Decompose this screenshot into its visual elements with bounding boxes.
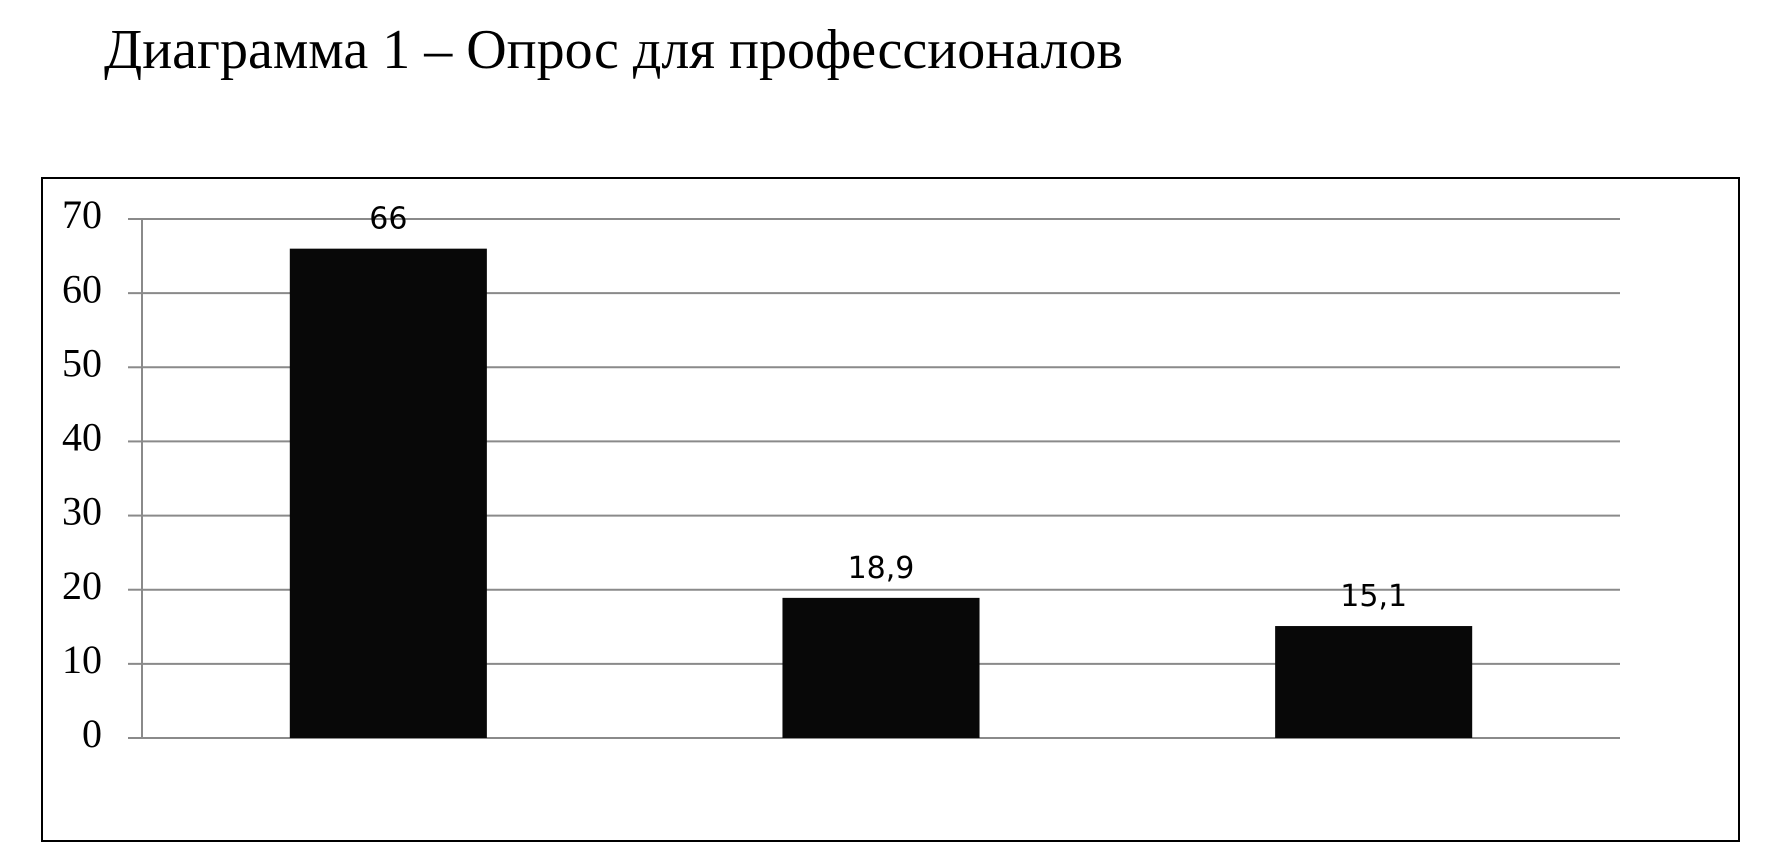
y-tick-label: 60 [62, 266, 102, 311]
y-tick-label: 0 [82, 711, 102, 756]
y-tick-label: 10 [62, 637, 102, 682]
y-tick-label: 20 [62, 563, 102, 608]
chart-title: Диаграмма 1 – Опрос для профессионалов [104, 19, 1123, 81]
bar [782, 597, 980, 738]
y-tick-label: 40 [62, 415, 102, 460]
data-label: 66 [369, 202, 407, 237]
y-tick-label: 50 [62, 340, 102, 385]
y-tick-label: 70 [62, 192, 102, 237]
bar [289, 248, 487, 738]
chart-frame [41, 177, 1740, 842]
bar [1275, 626, 1473, 738]
data-label: 15,1 [1340, 579, 1407, 614]
y-tick-label: 30 [62, 489, 102, 534]
data-label: 18,9 [848, 551, 915, 586]
